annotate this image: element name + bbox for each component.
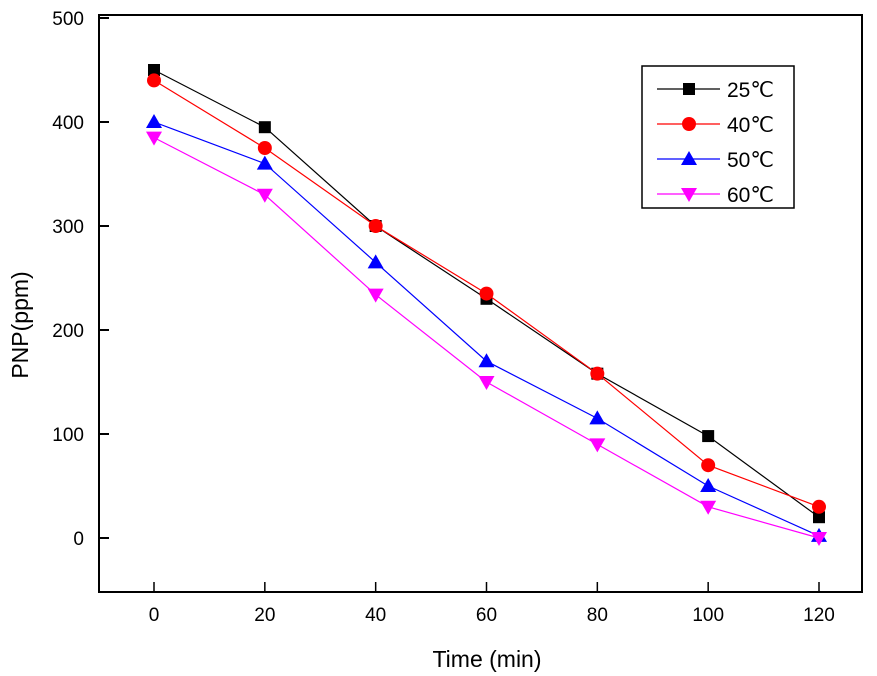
marker-triangle-down bbox=[146, 131, 162, 146]
x-tick-label: 40 bbox=[365, 605, 386, 626]
marker-triangle-down bbox=[256, 188, 273, 203]
x-tick-label: 0 bbox=[149, 605, 160, 626]
marker-square bbox=[813, 511, 825, 524]
legend-label: 25℃ bbox=[727, 79, 774, 102]
marker-triangle-up bbox=[367, 254, 384, 269]
y-tick-label: 500 bbox=[52, 9, 84, 30]
x-axis-title: Time (min) bbox=[432, 646, 541, 672]
legend-marker bbox=[683, 83, 695, 95]
marker-circle bbox=[812, 499, 826, 514]
x-tick-label: 20 bbox=[254, 605, 275, 626]
series-layer bbox=[146, 64, 827, 546]
y-axis-title: PNP(ppm) bbox=[7, 271, 33, 378]
marker-square bbox=[702, 430, 715, 443]
legend-marker bbox=[681, 151, 697, 165]
marker-triangle-down bbox=[589, 438, 606, 453]
marker-circle bbox=[479, 286, 494, 301]
series-2 bbox=[147, 73, 826, 514]
legend-label: 40℃ bbox=[727, 114, 774, 137]
marker-circle bbox=[701, 458, 716, 473]
marker-triangle-up bbox=[700, 478, 717, 492]
y-tick-label: 400 bbox=[52, 113, 84, 134]
y-tick-label: 0 bbox=[73, 529, 84, 550]
marker-circle bbox=[257, 141, 272, 155]
marker-triangle-down bbox=[811, 532, 827, 546]
marker-circle bbox=[147, 73, 161, 88]
marker-circle bbox=[368, 219, 383, 233]
legend-marker bbox=[681, 188, 697, 202]
marker-circle bbox=[590, 366, 605, 381]
marker-triangle-up bbox=[256, 155, 273, 170]
x-tick-label: 100 bbox=[692, 605, 724, 626]
marker-triangle-down bbox=[700, 500, 717, 515]
legend-label: 50℃ bbox=[727, 149, 774, 172]
legend: 25℃ 40℃ 50℃ 60℃ bbox=[641, 65, 795, 209]
marker-triangle-down bbox=[478, 376, 495, 390]
legend-box bbox=[641, 65, 795, 209]
marker-triangle-up bbox=[589, 410, 606, 425]
marker-square bbox=[258, 121, 271, 134]
marker-triangle-down bbox=[367, 288, 384, 303]
marker-triangle-up bbox=[146, 114, 162, 128]
y-tick-label: 300 bbox=[52, 217, 84, 238]
x-axis-ticks: 0 20 40 60 80 100 120 bbox=[149, 582, 835, 626]
marker-square bbox=[148, 64, 160, 76]
y-tick-label: 100 bbox=[52, 425, 84, 446]
series-4 bbox=[146, 131, 827, 546]
legend-marker bbox=[682, 117, 696, 131]
x-tick-label: 120 bbox=[803, 605, 835, 626]
x-tick-label: 80 bbox=[587, 605, 608, 626]
legend-label: 60℃ bbox=[727, 184, 774, 207]
y-axis-ticks: 0 100 200 300 400 500 bbox=[52, 9, 109, 550]
marker-triangle-up bbox=[478, 353, 495, 368]
plot-frame bbox=[98, 14, 863, 593]
x-tick-label: 60 bbox=[476, 605, 497, 626]
y-tick-label: 200 bbox=[52, 321, 84, 342]
